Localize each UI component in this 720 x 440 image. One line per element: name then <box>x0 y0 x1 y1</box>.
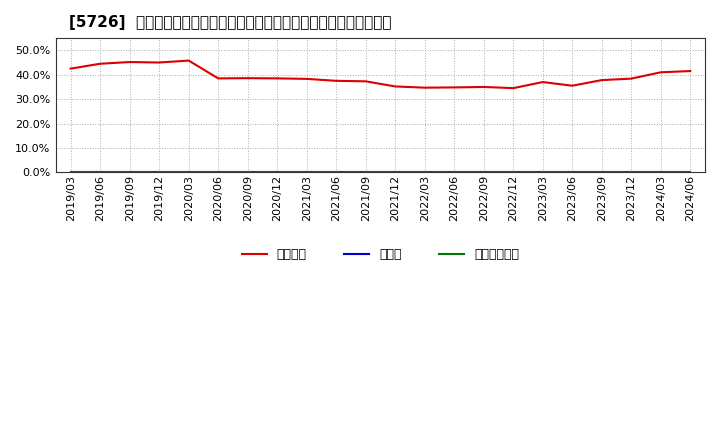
繰延税金資産 <box>214 170 222 175</box>
自己資本 <box>391 84 400 89</box>
のれん <box>539 170 547 175</box>
自己資本 <box>450 85 459 90</box>
のれん <box>509 170 518 175</box>
自己資本 <box>509 85 518 91</box>
のれん <box>598 170 606 175</box>
Text: [5726]  自己資本、のれん、繰延税金資産の総資産に対する比率の推移: [5726] 自己資本、のれん、繰延税金資産の総資産に対する比率の推移 <box>69 15 392 30</box>
自己資本 <box>539 79 547 84</box>
繰延税金資産 <box>391 170 400 175</box>
のれん <box>480 170 488 175</box>
自己資本 <box>686 69 695 74</box>
自己資本 <box>568 83 577 88</box>
のれん <box>420 170 429 175</box>
のれん <box>243 170 252 175</box>
のれん <box>273 170 282 175</box>
自己資本 <box>420 85 429 90</box>
のれん <box>66 170 75 175</box>
のれん <box>302 170 311 175</box>
繰延税金資産 <box>96 170 104 175</box>
のれん <box>332 170 341 175</box>
自己資本 <box>66 66 75 71</box>
のれん <box>627 170 636 175</box>
繰延税金資産 <box>302 170 311 175</box>
自己資本 <box>96 61 104 66</box>
のれん <box>184 170 193 175</box>
繰延税金資産 <box>509 170 518 175</box>
のれん <box>361 170 370 175</box>
繰延税金資産 <box>184 170 193 175</box>
自己資本 <box>598 77 606 83</box>
繰延税金資産 <box>450 170 459 175</box>
Line: 自己資本: 自己資本 <box>71 61 690 88</box>
自己資本 <box>214 76 222 81</box>
繰延税金資産 <box>568 170 577 175</box>
自己資本 <box>155 60 163 65</box>
繰延税金資産 <box>243 170 252 175</box>
のれん <box>657 170 665 175</box>
のれん <box>214 170 222 175</box>
繰延税金資産 <box>686 170 695 175</box>
繰延税金資産 <box>480 170 488 175</box>
のれん <box>125 170 134 175</box>
繰延税金資産 <box>598 170 606 175</box>
自己資本 <box>657 70 665 75</box>
繰延税金資産 <box>657 170 665 175</box>
繰延税金資産 <box>125 170 134 175</box>
自己資本 <box>302 76 311 81</box>
自己資本 <box>361 79 370 84</box>
自己資本 <box>125 59 134 65</box>
自己資本 <box>332 78 341 84</box>
のれん <box>450 170 459 175</box>
自己資本 <box>480 84 488 90</box>
のれん <box>568 170 577 175</box>
のれん <box>391 170 400 175</box>
繰延税金資産 <box>155 170 163 175</box>
繰延税金資産 <box>361 170 370 175</box>
自己資本 <box>627 76 636 81</box>
のれん <box>96 170 104 175</box>
のれん <box>686 170 695 175</box>
自己資本 <box>243 76 252 81</box>
繰延税金資産 <box>627 170 636 175</box>
自己資本 <box>184 58 193 63</box>
自己資本 <box>273 76 282 81</box>
繰延税金資産 <box>273 170 282 175</box>
Legend: 自己資本, のれん, 繰延税金資産: 自己資本, のれん, 繰延税金資産 <box>242 249 519 261</box>
繰延税金資産 <box>539 170 547 175</box>
繰延税金資産 <box>66 170 75 175</box>
のれん <box>155 170 163 175</box>
繰延税金資産 <box>420 170 429 175</box>
繰延税金資産 <box>332 170 341 175</box>
